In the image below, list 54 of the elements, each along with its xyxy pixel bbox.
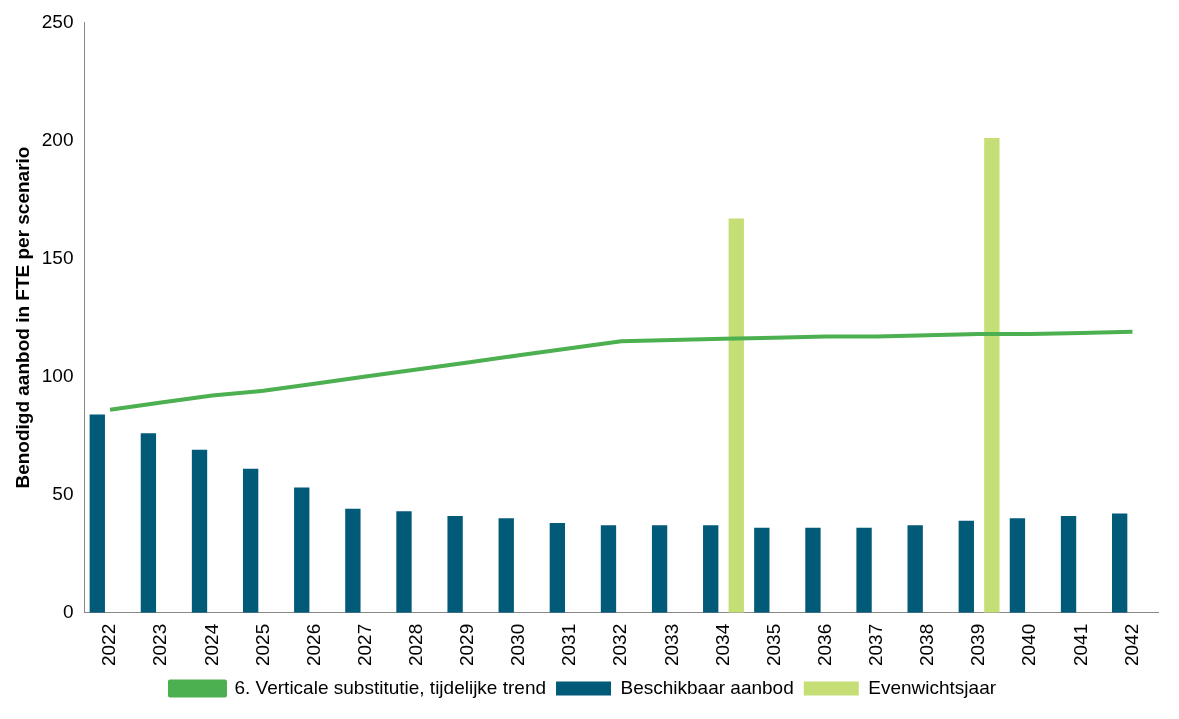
bar <box>191 449 208 613</box>
bar <box>907 525 923 613</box>
y-tick-label: 0 <box>62 600 74 622</box>
bar <box>1111 513 1128 613</box>
legend-label: Evenwichtsjaar <box>868 676 997 698</box>
x-tick-label: 2037 <box>865 623 887 667</box>
bar <box>396 511 412 613</box>
x-tick-label: 2027 <box>353 623 375 667</box>
x-tick-label: 2028 <box>405 623 427 667</box>
x-tick-label: 2026 <box>302 623 324 667</box>
legend-label: Beschikbaar aanbod <box>620 676 794 698</box>
x-tick-label: 2025 <box>251 623 273 667</box>
bar <box>600 525 617 613</box>
x-tick-label: 2040 <box>1018 623 1040 667</box>
x-tick-label: 2034 <box>711 623 733 667</box>
y-axis-title: Benodigd aanbod in FTE per scenario <box>11 146 33 489</box>
x-tick-label: 2031 <box>558 623 580 667</box>
x-tick-label: 2042 <box>1120 623 1142 667</box>
y-tick-label: 50 <box>52 482 74 504</box>
x-tick-label: 2035 <box>762 623 784 667</box>
x-tick-label: 2032 <box>609 623 631 667</box>
bar <box>958 520 974 613</box>
bar <box>1060 515 1077 613</box>
x-tick-label: 2039 <box>967 623 989 667</box>
x-tick-label: 2041 <box>1069 623 1091 667</box>
x-tick-label: 2038 <box>916 623 938 667</box>
bar <box>447 515 463 613</box>
bar <box>1009 518 1026 613</box>
bar <box>728 218 744 613</box>
legend-label: 6. Verticale substitutie, tijdelijke trend <box>234 676 547 698</box>
y-tick-label: 250 <box>41 10 74 32</box>
bar <box>856 527 872 613</box>
x-tick-label: 2036 <box>813 623 835 667</box>
x-tick-label: 2033 <box>660 623 682 667</box>
bar <box>89 414 105 613</box>
x-tick-label: 2030 <box>507 623 529 667</box>
x-tick-label: 2022 <box>98 623 120 667</box>
x-tick-label: 2024 <box>200 623 222 667</box>
bar <box>805 527 821 613</box>
y-tick-label: 200 <box>41 128 74 150</box>
bar <box>498 518 514 613</box>
bar <box>140 433 157 613</box>
y-tick-label: 150 <box>41 246 74 268</box>
bar <box>242 468 259 613</box>
bar <box>345 508 361 613</box>
y-tick-label: 100 <box>41 364 74 386</box>
bar <box>984 138 1000 613</box>
x-tick-label: 2023 <box>149 623 171 667</box>
x-tick-label: 2029 <box>456 623 478 667</box>
bar <box>703 525 719 613</box>
bar <box>294 487 310 613</box>
bar <box>754 527 770 613</box>
bar <box>549 523 566 613</box>
bar <box>651 525 668 613</box>
